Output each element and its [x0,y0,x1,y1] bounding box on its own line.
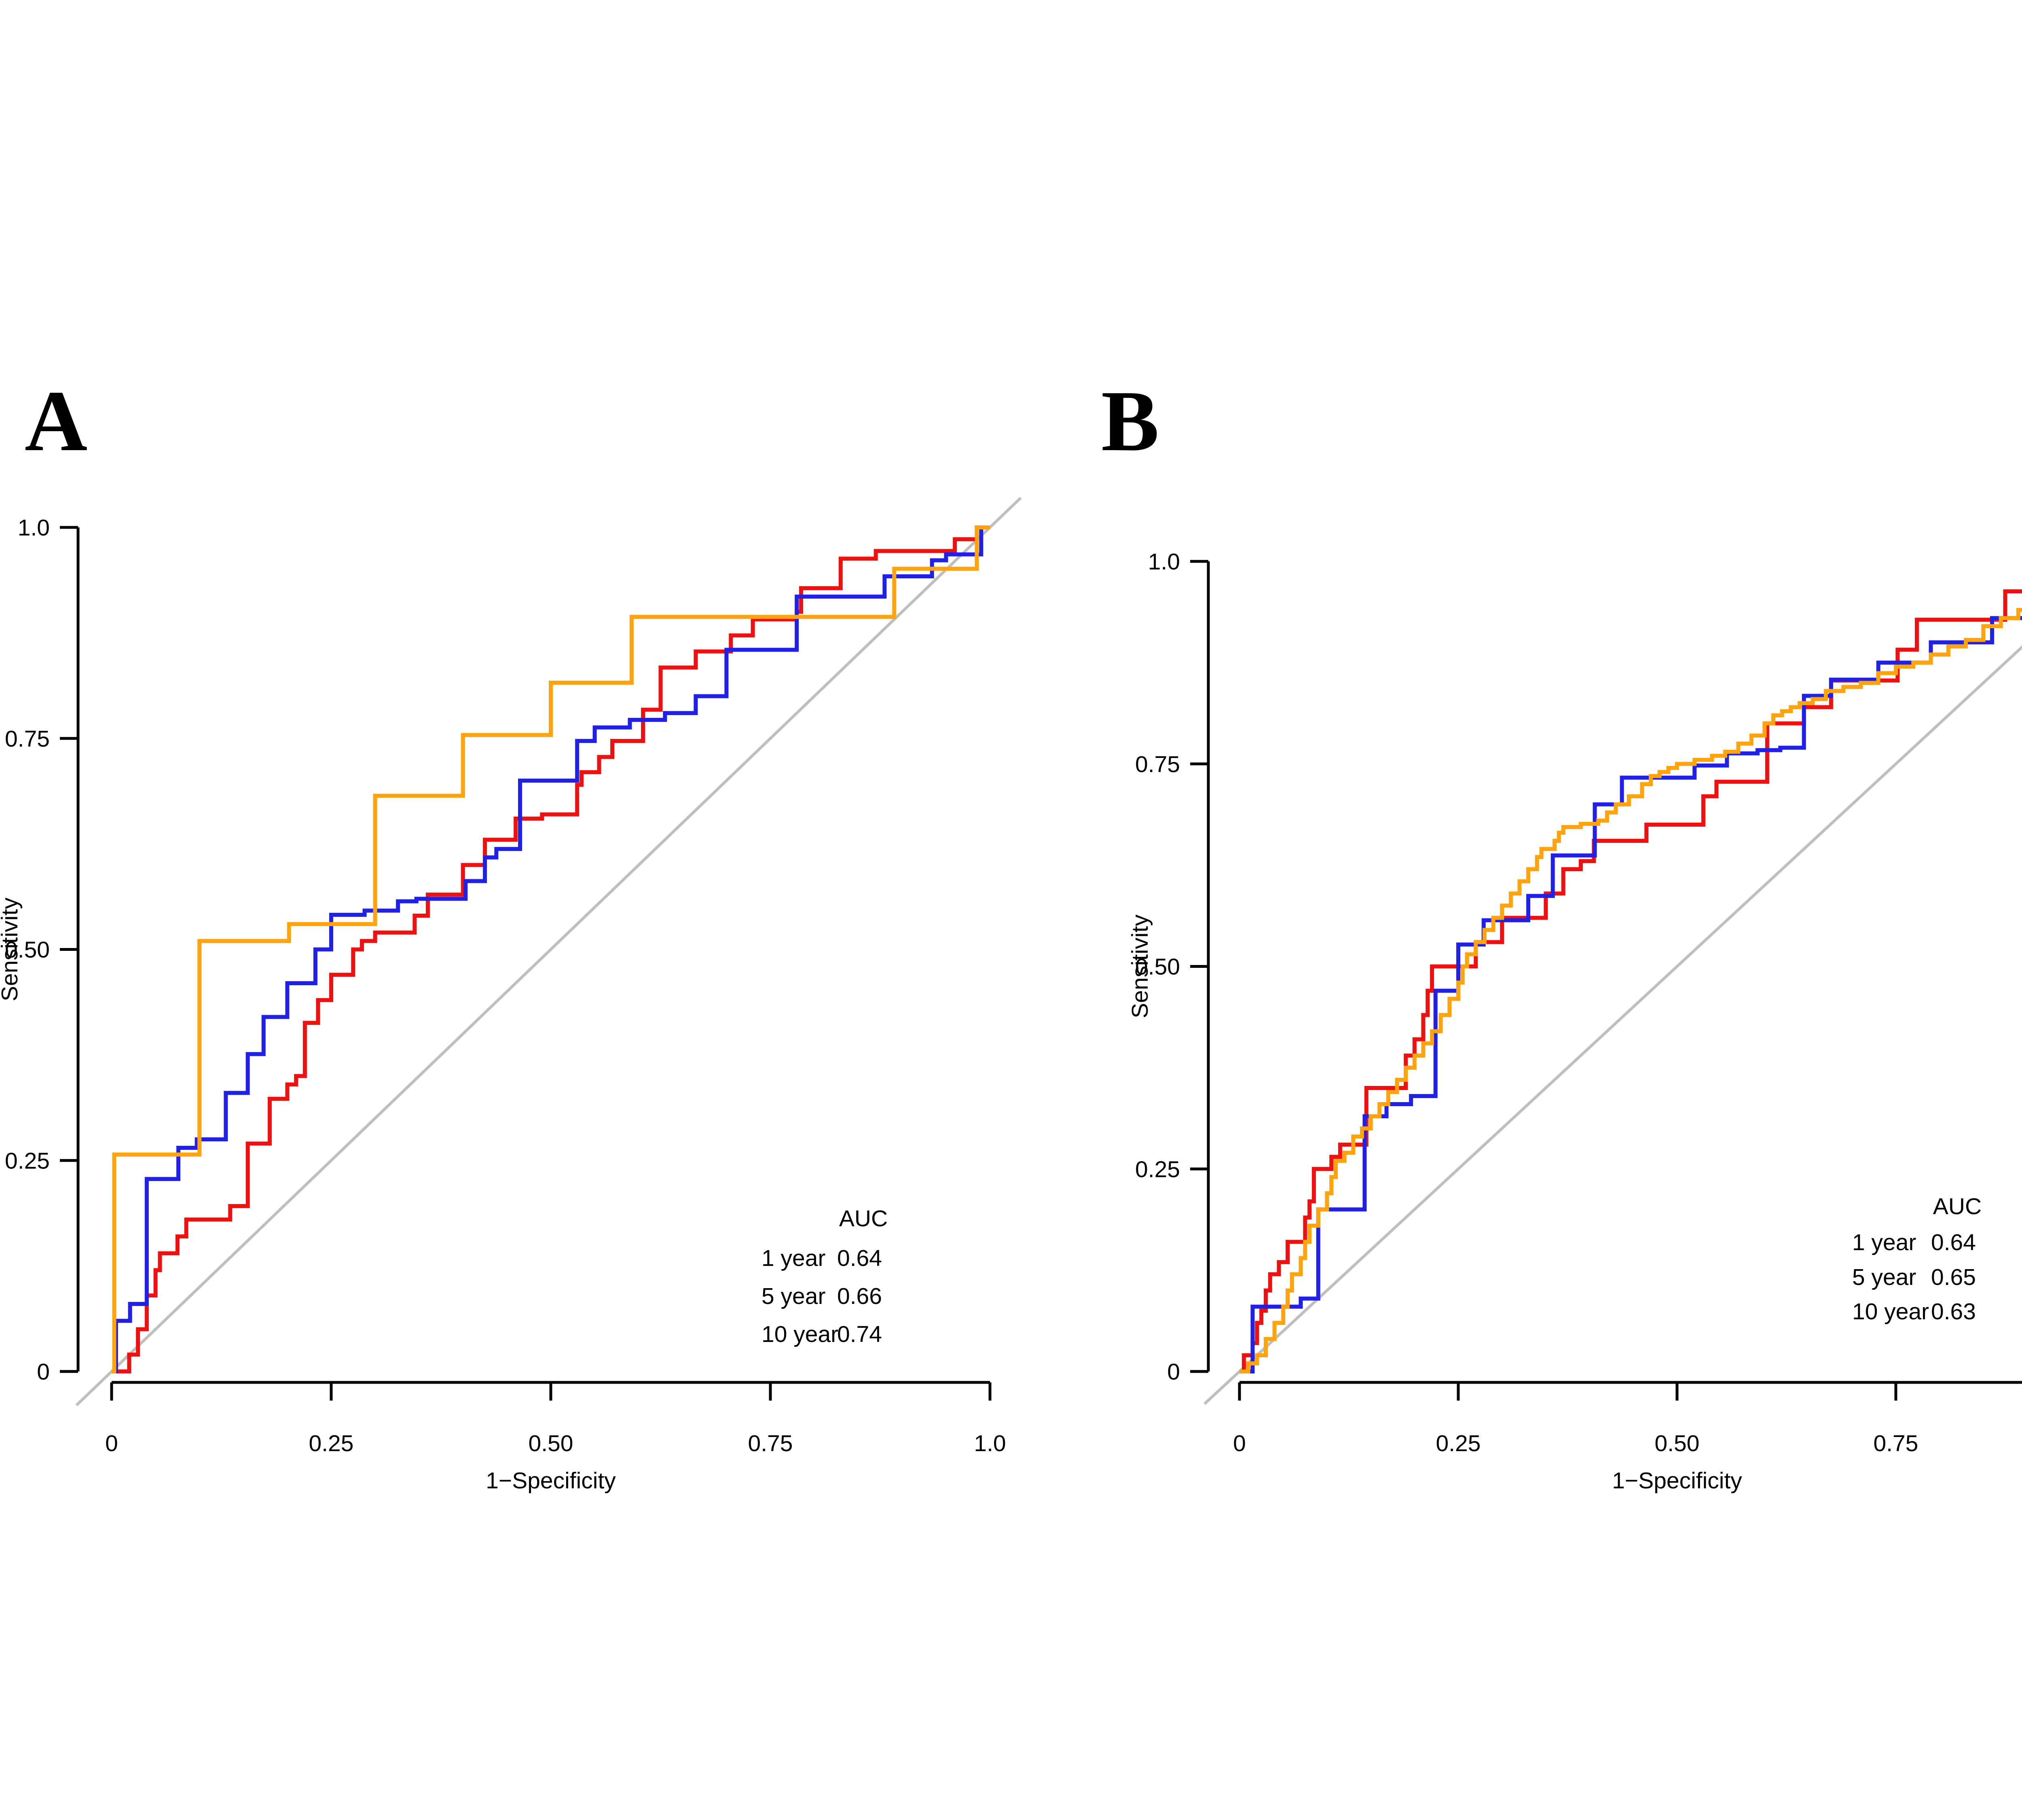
y-tick-label: 1.0 [1148,549,1180,575]
roc-curve-5-year-panel-A [112,525,990,1373]
legend-row-label: 1 year [1852,1230,1916,1255]
legend-row-label: 5 year [1852,1264,1916,1290]
legend-row-label: 10 year [1852,1299,1929,1325]
panel-title-B: B [1101,372,1159,469]
y-tick-label: 0 [37,1359,50,1385]
x-tick-label: 0.75 [748,1431,793,1456]
legend-row-label: 5 year [761,1283,825,1309]
y-tick-label: 0 [1167,1359,1180,1385]
y-tick-label: 0.75 [5,726,50,752]
legend-row-value: 0.65 [1931,1264,1976,1290]
panel-A [60,497,1022,1407]
y-tick-label: 0.25 [1135,1156,1180,1182]
x-tick-label: 0.75 [1874,1431,1918,1456]
x-tick-label: 0 [1233,1431,1246,1456]
roc-curve-1-year-panel-B [1239,589,2022,1373]
x-tick-label: 0.50 [1655,1431,1700,1456]
legend-row-value: 0.66 [837,1283,882,1309]
legend-row-value: 0.63 [1931,1299,1976,1325]
y-tick-label: 0.50 [1135,954,1180,980]
legend-row-label: 1 year [761,1245,825,1271]
y-tick-label: 0.25 [5,1148,50,1174]
y-axis-label: Sensitivity [1127,914,1153,1018]
x-axis-label: 1−Specificity [486,1468,616,1494]
legend-header-auc: AUC [839,1206,888,1232]
legend-row-value: 0.74 [837,1321,882,1347]
roc-curve-10-year-panel-A [112,525,990,1373]
reference-diagonal [75,497,1022,1407]
x-tick-label: 0 [105,1431,118,1456]
x-tick-label: 0.25 [309,1431,354,1456]
reference-diagonal [1203,645,2022,1405]
y-tick-label: 0.75 [1135,751,1180,777]
roc-curve-10-year-panel-B [1239,608,2022,1373]
legend-row-label: 10 year [761,1321,838,1347]
legend-row-value: 0.64 [837,1245,882,1271]
x-tick-label: 0.50 [529,1431,573,1456]
y-axis-label: Sensitivity [0,897,23,1001]
panel-B [1190,560,2022,1405]
y-tick-label: 0.50 [5,937,50,963]
roc-curve-1-year-panel-A [112,525,990,1373]
legend-header-auc: AUC [1933,1194,1982,1219]
legend-row-value: 0.64 [1931,1230,1976,1255]
x-tick-label: 0.25 [1436,1431,1481,1456]
y-tick-label: 1.0 [18,515,50,541]
x-axis-label: 1−Specificity [1612,1468,1742,1494]
panel-title-A: A [25,372,87,469]
x-tick-label: 1.0 [974,1431,1006,1456]
